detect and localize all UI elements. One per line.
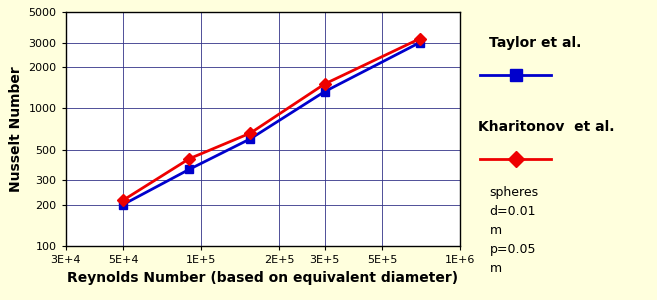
Text: Kharitonov  et al.: Kharitonov et al. [478,120,615,134]
Taylor et al. [321,90,328,94]
Text: spheres
d=0.01
m
p=0.05
m: spheres d=0.01 m p=0.05 m [489,186,539,275]
Taylor et al. [246,137,254,141]
Taylor et al. [185,168,193,171]
Line: Taylor et al.: Taylor et al. [119,38,424,209]
Kharitonov  et al. [246,131,254,135]
Y-axis label: Nusselt Number: Nusselt Number [9,66,23,192]
Taylor et al. [416,41,424,44]
Kharitonov  et al. [185,157,193,160]
Line: Kharitonov  et al.: Kharitonov et al. [119,34,424,204]
Kharitonov  et al. [119,198,127,202]
X-axis label: Reynolds Number (based on equivalent diameter): Reynolds Number (based on equivalent dia… [67,271,459,285]
Text: Taylor et al.: Taylor et al. [489,36,582,50]
Kharitonov  et al. [416,37,424,40]
Kharitonov  et al. [321,82,328,86]
Taylor et al. [119,203,127,206]
